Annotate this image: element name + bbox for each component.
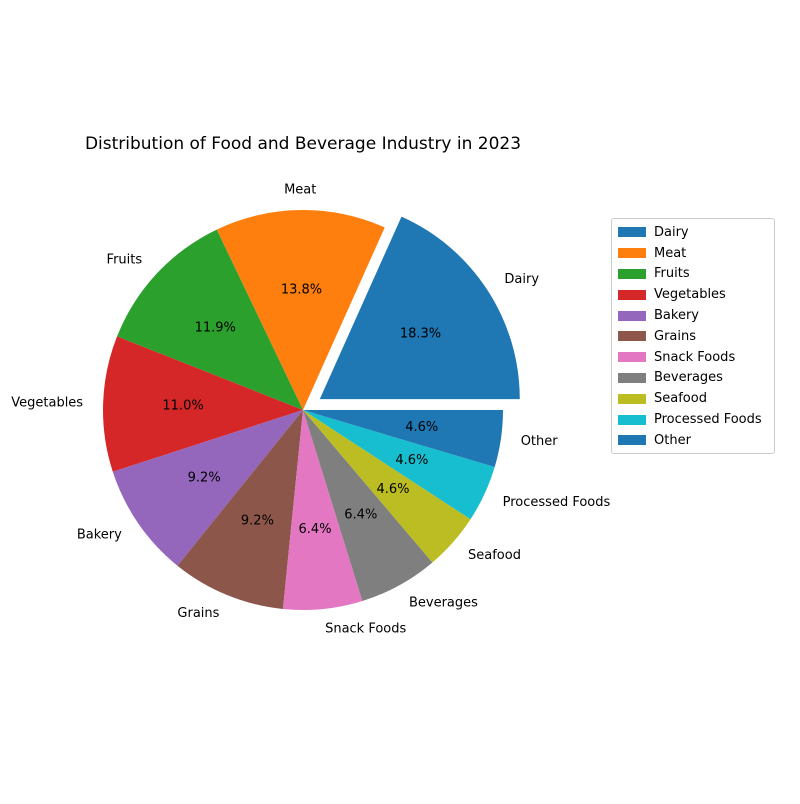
slice-category-label: Dairy [504,272,539,287]
legend-swatch [618,310,646,321]
slice-category-label: Vegetables [11,396,83,411]
legend-item-beverages: Beverages [612,368,774,389]
legend-swatch [618,289,646,300]
pie-slice-grains [177,410,303,609]
legend-label: Meat [654,245,687,261]
pie-slice-snack-foods [282,410,363,610]
pie-slice-other [303,410,503,468]
legend-swatch [618,248,646,259]
slice-percent-label: 9.2% [188,471,221,486]
legend-item-grains: Grains [612,326,774,347]
legend-swatch [618,393,646,404]
chart-title: Distribution of Food and Beverage Indust… [84,134,522,154]
chart-legend: Dairy Meat Fruits Vegetables Bakery Grains Sna… [611,218,775,454]
pie-slice-beverages [303,410,433,601]
legend-item-vegetables: Vegetables [612,284,774,305]
legend-label: Fruits [654,266,690,282]
legend-item-snack-foods: Snack Foods [612,347,774,368]
legend-item-fruits: Fruits [612,264,774,285]
slice-category-label: Snack Foods [325,621,406,636]
legend-swatch [618,331,646,342]
slice-percent-label: 6.4% [344,508,377,523]
pie-slice-meat [216,210,385,410]
slice-category-label: Bakery [77,527,122,542]
legend-swatch [618,372,646,383]
slice-percent-label: 11.9% [195,321,236,336]
slice-percent-label: 11.0% [162,399,203,414]
slice-category-label: Seafood [468,548,521,563]
slice-percent-label: 6.4% [299,522,332,537]
legend-label: Processed Foods [654,412,762,428]
legend-label: Dairy [654,224,689,240]
slice-category-label: Grains [177,606,219,621]
slice-percent-label: 9.2% [241,514,274,529]
legend-item-dairy: Dairy [612,222,774,243]
legend-label: Bakery [654,308,699,324]
legend-item-meat: Meat [612,243,774,264]
slice-percent-label: 18.3% [400,326,441,341]
slice-percent-label: 13.8% [281,283,322,298]
legend-swatch [618,414,646,425]
slice-percent-label: 4.6% [376,482,409,497]
legend-label: Vegetables [654,287,726,303]
pie-slice-dairy [319,216,520,400]
legend-swatch [618,352,646,363]
legend-label: Seafood [654,391,707,407]
slice-category-label: Meat [284,183,316,198]
legend-swatch [618,227,646,238]
pie-slice-fruits [117,229,303,410]
legend-item-seafood: Seafood [612,388,774,409]
pie-slice-vegetables [103,336,304,472]
slice-percent-label: 4.6% [405,420,438,435]
legend-label: Other [654,432,691,448]
pie-slice-processed-foods [303,410,495,520]
legend-label: Snack Foods [654,349,736,365]
slice-percent-label: 4.6% [395,453,428,468]
legend-item-other: Other [612,430,774,451]
legend-item-processed-foods: Processed Foods [612,409,774,430]
slice-category-label: Fruits [107,252,143,267]
slice-category-label: Other [521,434,559,449]
slice-category-label: Processed Foods [503,495,611,510]
legend-item-bakery: Bakery [612,305,774,326]
legend-swatch [618,268,646,279]
legend-swatch [618,435,646,446]
legend-label: Grains [654,328,697,344]
slice-category-label: Beverages [409,595,478,610]
legend-label: Beverages [654,370,723,386]
pie-slice-seafood [303,410,471,563]
pie-slice-bakery [112,410,303,566]
